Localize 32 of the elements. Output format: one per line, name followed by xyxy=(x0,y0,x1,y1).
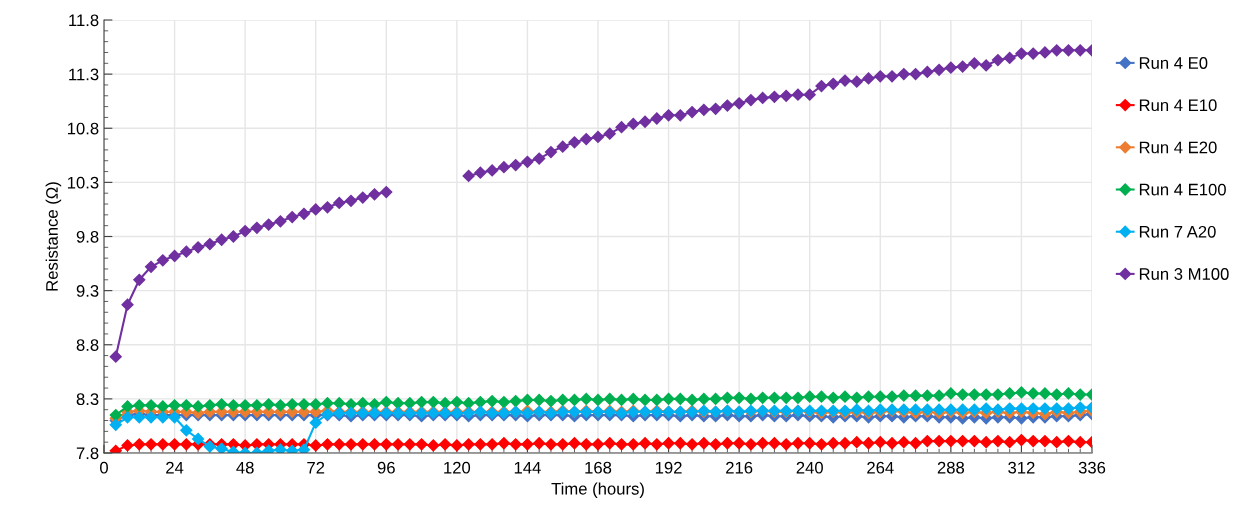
legend-label: Run 4 E10 xyxy=(1139,99,1217,112)
y-tick-label: 8.3 xyxy=(76,393,99,406)
x-axis-title: Time (hours) xyxy=(551,482,644,498)
y-tick-label: 9.3 xyxy=(76,285,99,297)
x-tick-label: 192 xyxy=(655,461,682,474)
x-tick-label: 288 xyxy=(937,461,965,474)
x-tick-label: 216 xyxy=(726,461,753,474)
x-tick-label: 312 xyxy=(1008,461,1035,474)
x-tick-label: 144 xyxy=(514,461,541,474)
legend-label: Run 3 M100 xyxy=(1139,268,1229,280)
x-tick-label: 336 xyxy=(1078,461,1106,474)
x-tick-label: 264 xyxy=(867,461,894,474)
x-tick-label: 120 xyxy=(444,461,471,474)
legend-label: Run 4 E0 xyxy=(1139,57,1208,69)
legend-label: Run 4 E100 xyxy=(1139,183,1226,196)
x-tick-label: 96 xyxy=(377,461,395,474)
x-tick-label: 48 xyxy=(236,461,254,474)
y-tick-label: 11.8 xyxy=(69,14,99,27)
y-tick-label: 11.3 xyxy=(69,68,99,81)
y-tick-label: 9.8 xyxy=(76,230,99,243)
x-tick-label: 72 xyxy=(307,461,325,474)
x-tick-label: 168 xyxy=(585,461,612,474)
y-tick-label: 7.8 xyxy=(76,447,99,460)
legend-label: Run 7 A20 xyxy=(1139,225,1216,238)
x-tick-label: 24 xyxy=(166,461,184,474)
y-tick-label: 10.8 xyxy=(67,122,99,135)
legend-label: Run 4 E20 xyxy=(1139,141,1217,154)
y-tick-label: 8.8 xyxy=(76,339,99,351)
y-tick-label: 10.3 xyxy=(67,176,99,189)
x-tick-label: 240 xyxy=(796,461,823,474)
x-tick-label: 0 xyxy=(100,461,108,474)
y-axis-title: Resistance (Ω) xyxy=(45,182,62,291)
